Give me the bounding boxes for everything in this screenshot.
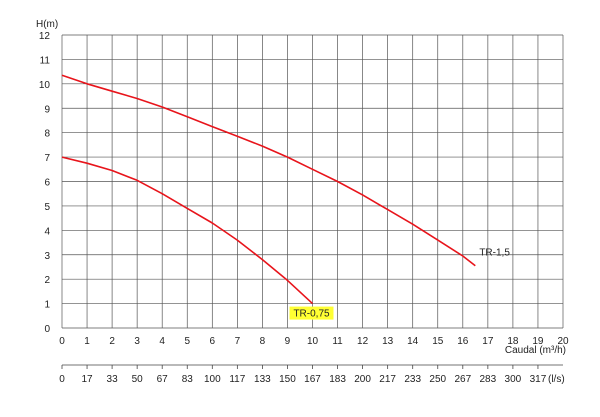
grid	[61, 34, 564, 329]
x-tick-label: 9	[285, 336, 291, 347]
x2-tick-label: 167	[304, 374, 321, 385]
x-tick-label: 11	[332, 336, 343, 347]
x-tick-label: 2	[109, 336, 115, 347]
x2-tick-label: 250	[429, 374, 446, 385]
x-tick-label: 6	[210, 336, 216, 347]
x-tick-label: 3	[134, 336, 140, 347]
x-tick-label: 15	[432, 336, 444, 347]
x-tick-label: 1	[84, 336, 90, 347]
secondary-x-axis: 0 17 33 50 67 83 100 117 133 150 167 183 200 217 233 25…	[59, 364, 565, 385]
x2-tick-label: 100	[204, 374, 221, 385]
x-tick-label: 0	[59, 336, 65, 347]
y-tick-label: 6	[44, 178, 50, 189]
y-tick-label: 11	[40, 55, 51, 66]
series-label-highlight	[289, 306, 334, 320]
y-tick-label: 7	[44, 153, 50, 164]
x-tick-label: 7	[235, 336, 241, 347]
x-tick-label: 19	[532, 336, 544, 347]
x-tick-label: 13	[382, 336, 394, 347]
x-tick-label: 12	[357, 336, 369, 347]
y-tick-label: 1	[44, 300, 50, 311]
x2-tick-label: 200	[354, 374, 371, 385]
x2-tick-label: 17	[81, 374, 93, 385]
x2-tick-label: 233	[404, 374, 421, 385]
x2-tick-label: 50	[132, 374, 144, 385]
x-tick-labels: 0 1 2 3 4 5 6 7 8 9 10 11 12 13 14 15 16 17 18 19 20	[59, 336, 569, 347]
x2-tick-label: 67	[157, 374, 169, 385]
x-tick-label: 17	[482, 336, 494, 347]
x-tick-label: 10	[307, 336, 319, 347]
x-tick-label: 14	[407, 336, 419, 347]
x-tick-label: 16	[457, 336, 469, 347]
y-tick-label: 5	[44, 202, 50, 213]
y-tick-label: 4	[44, 226, 50, 237]
x-tick-label: 8	[260, 336, 266, 347]
series-label: TR-1,5	[479, 248, 510, 259]
y-tick-label: 8	[44, 129, 50, 140]
x-tick-label: 20	[557, 336, 569, 347]
series-layer: TR-1,5 TR-0,75	[61, 74, 510, 320]
y-tick-label: 2	[44, 275, 50, 286]
x2-axis-unit: (l/s)	[548, 374, 565, 385]
x2-tick-label: 150	[279, 374, 296, 385]
x-axis-title: Caudal (m³/h)	[505, 345, 566, 356]
x-tick-label: 18	[507, 336, 519, 347]
x2-tick-label: 317	[530, 374, 547, 385]
y-tick-label: 9	[44, 104, 50, 115]
x2-tick-label: 133	[254, 374, 271, 385]
x-tick-label: 5	[184, 336, 190, 347]
series-label: TR-0,75	[293, 309, 330, 320]
x2-tick-label: 300	[505, 374, 522, 385]
x2-tick-label: 267	[454, 374, 471, 385]
y-tick-label: 3	[44, 251, 50, 262]
x2-tick-label: 283	[480, 374, 497, 385]
x2-tick-label: 33	[107, 374, 119, 385]
x2-tick-label: 83	[182, 374, 194, 385]
y-tick-label: 0	[44, 324, 50, 335]
y-axis-title: H(m)	[36, 19, 58, 30]
series-line	[61, 156, 314, 305]
series-line	[61, 74, 476, 267]
y-tick-label: 10	[39, 80, 51, 91]
y-tick-label: 12	[39, 31, 51, 42]
x2-tick-label: 217	[379, 374, 396, 385]
x2-tick-label: 117	[229, 374, 245, 385]
x2-tick-label: 183	[329, 374, 346, 385]
x2-tick-label: 0	[59, 374, 65, 385]
x-tick-label: 4	[159, 336, 165, 347]
